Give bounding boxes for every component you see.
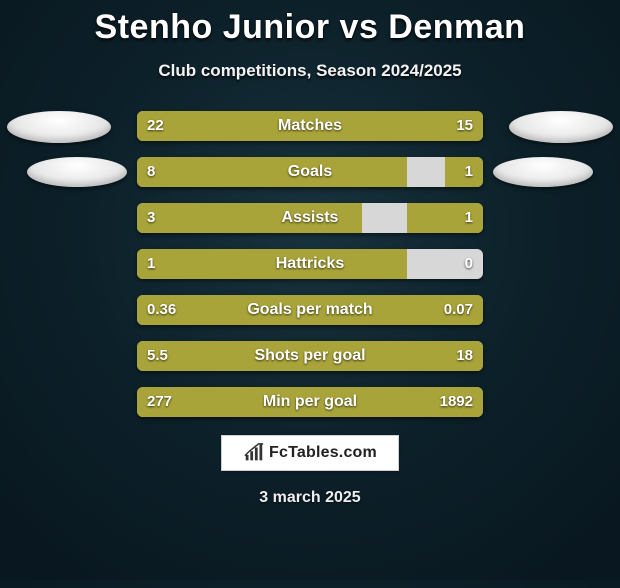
bar-value-left: 8 xyxy=(137,157,165,187)
page-date: 3 march 2025 xyxy=(0,489,620,507)
bar-row: 81Goals xyxy=(137,157,483,187)
bar-value-right: 1 xyxy=(455,203,483,233)
bar-value-left: 277 xyxy=(137,387,182,417)
bar-value-left: 5.5 xyxy=(137,341,178,371)
page-title: Stenho Junior vs Denman xyxy=(0,8,620,47)
bar-row: 2215Matches xyxy=(137,111,483,141)
bar-value-right: 15 xyxy=(446,111,483,141)
bar-row: 2771892Min per goal xyxy=(137,387,483,417)
bar-value-left: 1 xyxy=(137,249,165,279)
bar-value-right: 0 xyxy=(455,249,483,279)
bar-fill-left xyxy=(137,203,362,233)
logo-box[interactable]: FcTables.com xyxy=(221,435,399,471)
player-badge-right-1 xyxy=(509,111,613,143)
bar-value-right: 1892 xyxy=(430,387,483,417)
bar-row: 31Assists xyxy=(137,203,483,233)
bar-value-right: 0.07 xyxy=(434,295,483,325)
comparison-bars: 2215Matches81Goals31Assists10Hattricks0.… xyxy=(137,111,483,417)
bar-row: 5.518Shots per goal xyxy=(137,341,483,371)
bar-value-right: 1 xyxy=(455,157,483,187)
logo-text: FcTables.com xyxy=(269,444,377,462)
player-badge-left-1 xyxy=(7,111,111,143)
bar-value-left: 22 xyxy=(137,111,174,141)
chart-icon xyxy=(243,442,265,464)
bar-value-left: 0.36 xyxy=(137,295,186,325)
bar-value-left: 3 xyxy=(137,203,165,233)
player-badge-left-2 xyxy=(27,157,127,187)
player-badge-right-2 xyxy=(493,157,593,187)
bar-fill-left xyxy=(137,249,407,279)
bar-row: 0.360.07Goals per match xyxy=(137,295,483,325)
page-subtitle: Club competitions, Season 2024/2025 xyxy=(0,61,620,81)
bar-value-right: 18 xyxy=(446,341,483,371)
bar-fill-left xyxy=(137,157,407,187)
bar-fill-right xyxy=(217,341,483,371)
bar-row: 10Hattricks xyxy=(137,249,483,279)
